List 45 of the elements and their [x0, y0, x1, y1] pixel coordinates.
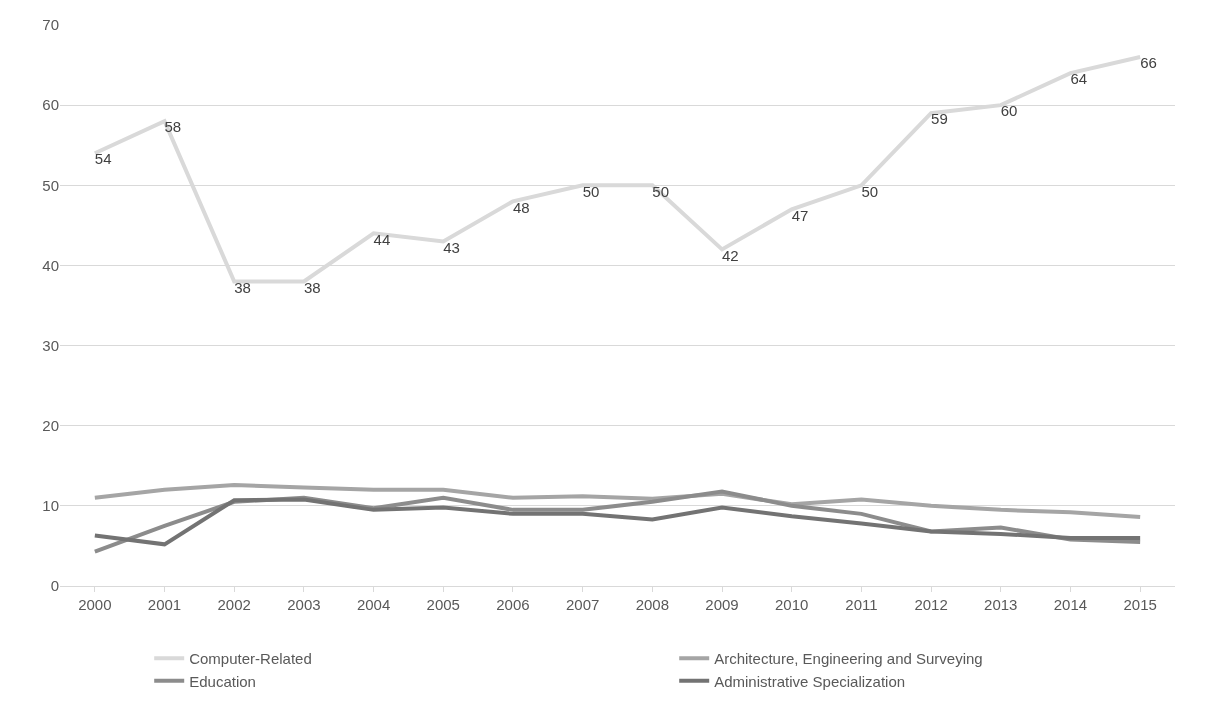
data-label: 44: [373, 230, 391, 248]
data-label: 60: [1000, 102, 1018, 120]
y-tick-label: 60: [42, 96, 59, 114]
y-tick-label: 20: [42, 416, 59, 434]
data-label: 42: [722, 246, 739, 264]
x-tick-label: 2015: [1123, 596, 1157, 613]
legend-label: Architecture, Engineering and Surveying: [714, 650, 983, 668]
x-tick-label: 2010: [775, 596, 809, 613]
x-tick-label: 2005: [426, 596, 460, 613]
data-label: 38: [303, 278, 321, 296]
data-label: 43: [443, 238, 460, 256]
data-label: 54: [94, 150, 112, 168]
y-tick-label: 40: [42, 256, 59, 274]
legend-label: Administrative Specialization: [714, 672, 906, 690]
x-tick-label: 2014: [1053, 596, 1088, 613]
x-tick-label: 2009: [705, 596, 739, 613]
x-tick-label: 2000: [78, 596, 112, 613]
legend-label: Education: [189, 672, 256, 690]
y-tick-label: 30: [42, 336, 59, 354]
x-tick-label: 2012: [914, 596, 948, 613]
y-tick-label: 70: [42, 16, 59, 34]
data-label: 38: [234, 278, 251, 296]
data-label: 48: [512, 198, 530, 216]
data-label: 50: [652, 182, 670, 200]
y-tick-label: 0: [50, 577, 59, 595]
data-label: 50: [861, 182, 879, 200]
line-series: [92, 497, 1143, 547]
data-label: 58: [164, 118, 182, 136]
x-tick-label: 2007: [565, 596, 600, 613]
x-tick-label: 2004: [356, 596, 391, 613]
data-label: 66: [1140, 54, 1157, 72]
y-tick-label: 10: [42, 497, 59, 515]
data-label: 64: [1070, 70, 1088, 88]
x-tick-label: 2013: [984, 596, 1018, 613]
data-label: 47: [791, 206, 809, 224]
legend-label: Computer-Related: [189, 650, 312, 668]
data-label: 50: [582, 182, 600, 200]
y-tick-label: 50: [42, 176, 59, 194]
x-tick-label: 2002: [217, 596, 251, 613]
x-tick-label: 2011: [845, 596, 878, 613]
x-tick-label: 2006: [496, 596, 530, 613]
x-tick-label: 2008: [635, 596, 670, 613]
x-tick-label: 2001: [147, 596, 182, 613]
x-tick-label: 2003: [287, 596, 321, 613]
data-label: 59: [931, 110, 948, 128]
